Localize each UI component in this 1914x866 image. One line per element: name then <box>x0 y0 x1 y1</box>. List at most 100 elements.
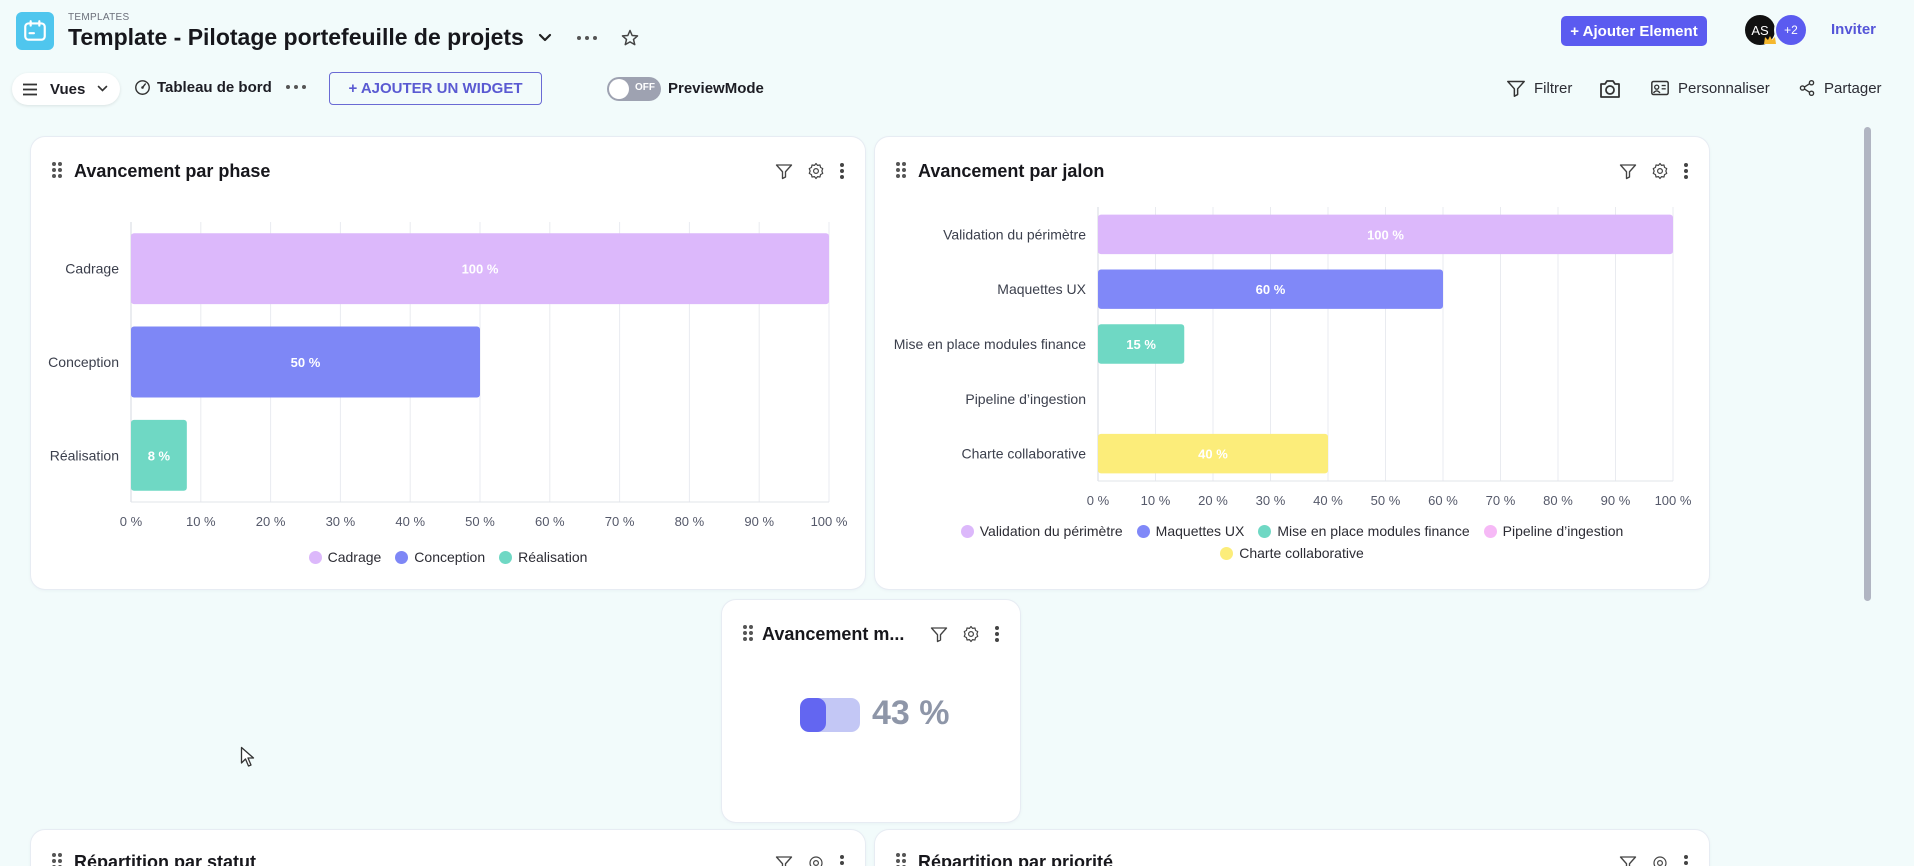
title-more-button[interactable] <box>574 30 600 46</box>
x-tick-label: 50 % <box>465 514 495 527</box>
drag-handle-icon[interactable] <box>51 161 63 179</box>
widget-status: Répartition par statut <box>31 830 865 866</box>
drag-handle-icon[interactable] <box>895 161 907 179</box>
legend-swatch <box>308 550 322 564</box>
legend-label: Charte collaborative <box>1239 545 1364 561</box>
legend-swatch <box>1220 546 1234 560</box>
x-tick-label: 30 % <box>1256 493 1286 507</box>
crown-icon <box>1764 36 1776 44</box>
jalon-bar-chart: 0 % 10 % 20 % 30 % 40 % 50 % 60 % 70 % 80 % 90 % 1… <box>894 207 1692 507</box>
bar <box>1098 214 1673 255</box>
gear-icon[interactable] <box>962 625 980 643</box>
legend-label: Pipeline d’ingestion <box>1502 523 1624 539</box>
legend-item[interactable]: Validation du périmètre <box>960 523 1123 539</box>
bar <box>131 419 187 491</box>
y-tick-label: Cadrage <box>65 261 119 277</box>
legend-label: Cadrage <box>327 549 382 565</box>
more-icon <box>286 85 306 89</box>
views-label: Vues <box>50 80 86 98</box>
customize-label: Personnaliser <box>1678 79 1770 97</box>
legend-label: Réalisation <box>518 549 588 565</box>
scrollbar[interactable] <box>1864 127 1871 601</box>
legend-swatch <box>1483 524 1497 538</box>
filter-icon[interactable] <box>775 854 793 866</box>
dashboard-label: Tableau de bord <box>157 79 272 96</box>
y-tick-label: Mise en place modules finance <box>894 336 1086 352</box>
calendar-icon <box>24 20 46 41</box>
x-tick-label: 40 % <box>395 514 425 527</box>
data-label: 60 % <box>1256 282 1286 297</box>
chevron-down-icon <box>97 85 108 92</box>
bar <box>1098 433 1328 474</box>
dashboard-tab[interactable]: Tableau de bord <box>134 79 272 96</box>
x-tick-label: 100 % <box>811 514 848 527</box>
filter-icon[interactable] <box>930 625 948 643</box>
kebab-icon[interactable] <box>839 854 845 866</box>
filter-button[interactable]: Filtrer <box>1506 79 1572 97</box>
invite-button[interactable]: Inviter <box>1831 21 1877 38</box>
legend-item[interactable]: Cadrage <box>308 549 382 565</box>
x-tick-label: 60 % <box>1428 493 1458 507</box>
y-tick-label: Conception <box>48 354 119 370</box>
filter-icon[interactable] <box>1619 854 1637 866</box>
gear-icon[interactable] <box>807 162 825 180</box>
x-tick-label: 70 % <box>605 514 635 527</box>
filter-icon[interactable] <box>1619 162 1637 180</box>
cursor-icon <box>240 746 255 767</box>
app-logo[interactable] <box>16 12 54 50</box>
x-tick-label: 20 % <box>1198 493 1228 507</box>
y-tick-label: Réalisation <box>50 447 119 463</box>
widget-title: Répartition par statut <box>74 852 257 866</box>
kebab-icon[interactable] <box>1683 854 1689 866</box>
filter-label: Filtrer <box>1534 79 1573 97</box>
drag-handle-icon[interactable] <box>895 852 907 866</box>
filter-icon[interactable] <box>775 162 793 180</box>
x-tick-label: 90 % <box>1601 493 1631 507</box>
kebab-icon[interactable] <box>839 162 845 180</box>
customize-icon <box>1651 80 1669 96</box>
bar <box>131 326 480 398</box>
legend-item[interactable]: Pipeline d’ingestion <box>1483 523 1624 539</box>
page-title: Template - Pilotage portefeuille de proj… <box>68 24 524 50</box>
star-icon <box>621 29 639 46</box>
gear-icon[interactable] <box>1651 162 1669 180</box>
legend-item[interactable]: Charte collaborative <box>1220 545 1364 561</box>
y-tick-label: Validation du périmètre <box>943 226 1086 242</box>
x-tick-label: 60 % <box>535 514 565 527</box>
legend-swatch <box>1136 524 1150 538</box>
kebab-icon[interactable] <box>994 625 1000 643</box>
widget-title: Avancement par phase <box>74 161 271 181</box>
share-button[interactable]: Partager <box>1798 79 1882 97</box>
data-label: 100 % <box>1367 227 1404 242</box>
legend-item[interactable]: Maquettes UX <box>1136 523 1244 539</box>
legend-item[interactable]: Réalisation <box>499 549 587 565</box>
x-tick-label: 0 % <box>1087 493 1110 507</box>
widget-priority: Répartition par priorité <box>875 830 1709 866</box>
customize-button[interactable]: Personnaliser <box>1650 79 1770 97</box>
gear-icon[interactable] <box>1651 854 1669 866</box>
legend-item[interactable]: Mise en place modules finance <box>1258 523 1470 539</box>
kebab-icon[interactable] <box>1683 162 1689 180</box>
drag-handle-icon[interactable] <box>51 852 63 866</box>
add-widget-button[interactable]: + AJOUTER UN WIDGET <box>329 72 542 105</box>
extra-members-badge[interactable]: +2 <box>1774 13 1808 47</box>
legend-swatch <box>960 524 974 538</box>
favorite-button[interactable] <box>618 26 642 50</box>
y-tick-label: Maquettes UX <box>997 281 1086 297</box>
gear-icon[interactable] <box>807 854 825 866</box>
x-tick-label: 100 % <box>1655 493 1692 507</box>
views-button[interactable]: Vues <box>12 73 120 105</box>
preview-toggle[interactable]: OFF <box>607 77 661 101</box>
chevron-down-icon <box>538 33 552 42</box>
breadcrumb[interactable]: TEMPLATES <box>68 12 130 23</box>
title-dropdown[interactable] <box>534 28 556 48</box>
add-element-button[interactable]: + Ajouter Element <box>1561 16 1707 46</box>
data-label: 100 % <box>462 262 499 277</box>
drag-handle-icon[interactable] <box>742 624 754 642</box>
x-tick-label: 10 % <box>186 514 216 527</box>
dashboard-more-button[interactable] <box>284 82 308 92</box>
y-tick-label: Charte collaborative <box>961 446 1086 462</box>
screenshot-button[interactable] <box>1597 77 1623 101</box>
legend-swatch <box>1258 524 1272 538</box>
legend-item[interactable]: Conception <box>395 549 485 565</box>
